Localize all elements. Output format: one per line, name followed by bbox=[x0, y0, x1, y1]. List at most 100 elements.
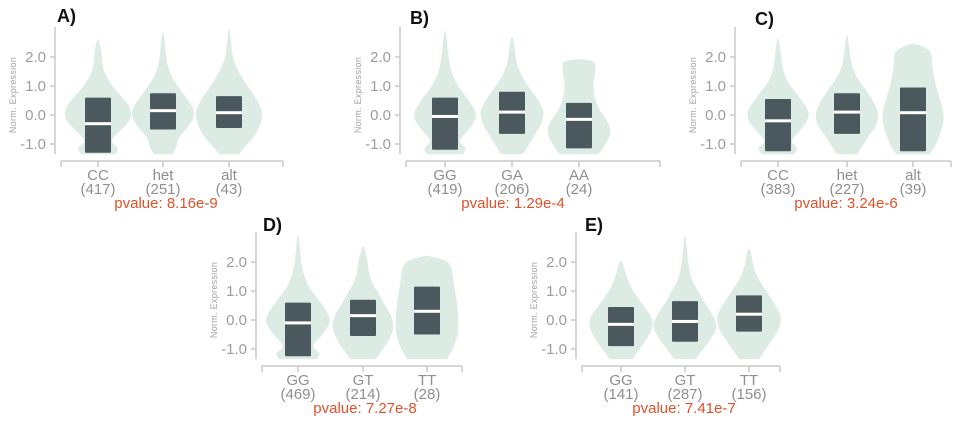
count-label: (39) bbox=[900, 181, 927, 198]
violin-shape bbox=[747, 38, 809, 155]
y-tick-label: 0.0 bbox=[705, 107, 726, 124]
y-tick-label: 0.0 bbox=[370, 107, 391, 124]
y-axis-title: Norm. Expression bbox=[8, 57, 18, 133]
panel-label: B) bbox=[410, 8, 429, 28]
y-tick-label: 0.0 bbox=[226, 312, 247, 329]
y-axis-title: Norm. Expression bbox=[209, 262, 219, 338]
box-plot bbox=[566, 102, 592, 149]
category-label: GG bbox=[286, 372, 309, 389]
y-tick-label: 1.0 bbox=[705, 78, 726, 95]
category-label: het bbox=[837, 167, 859, 184]
count-label: (227) bbox=[829, 181, 864, 198]
median-line bbox=[672, 319, 698, 323]
category-label: TT bbox=[740, 372, 758, 389]
y-tick-label: 2.0 bbox=[226, 254, 247, 271]
category-label: GT bbox=[353, 372, 374, 389]
median-line bbox=[85, 122, 111, 126]
y-tick-label: 1.0 bbox=[370, 78, 391, 95]
y-axis-title: Norm. Expression bbox=[688, 57, 698, 133]
panel-label: A) bbox=[57, 6, 76, 26]
median-line bbox=[566, 117, 592, 121]
y-tick-label: 1.0 bbox=[25, 78, 46, 95]
category-label: het bbox=[153, 167, 175, 184]
category-label: GG bbox=[609, 372, 632, 389]
count-label: (43) bbox=[216, 181, 243, 198]
category-label: AA bbox=[569, 167, 589, 184]
violin-shape bbox=[266, 234, 330, 360]
count-label: (287) bbox=[667, 386, 702, 403]
category-label: alt bbox=[905, 167, 922, 184]
violin-shape bbox=[64, 39, 132, 155]
count-label: (206) bbox=[494, 181, 529, 198]
y-axis-title: Norm. Expression bbox=[353, 57, 363, 133]
median-line bbox=[216, 111, 242, 115]
box-plot bbox=[608, 306, 634, 347]
count-label: (383) bbox=[760, 181, 795, 198]
y-tick-label: 0.0 bbox=[546, 312, 567, 329]
violin-shape bbox=[414, 29, 476, 155]
median-line bbox=[736, 312, 762, 316]
panel-B: B) Norm. Expression 2.0 1.0 0.0 -1.0 GG(419) GA… bbox=[353, 8, 661, 212]
median-line bbox=[834, 110, 860, 114]
pvalue-label: pvalue: 3.24e-6 bbox=[794, 195, 897, 212]
panel-label: D) bbox=[263, 215, 282, 235]
y-tick-label: -1.0 bbox=[541, 341, 567, 358]
count-label: (28) bbox=[414, 386, 441, 403]
y-tick-label: -1.0 bbox=[700, 136, 726, 153]
box-plot bbox=[350, 299, 376, 336]
category-label: GT bbox=[675, 372, 696, 389]
count-label: (419) bbox=[427, 181, 462, 198]
y-tick-label: 2.0 bbox=[370, 49, 391, 66]
category-label: CC bbox=[767, 167, 789, 184]
category-label: TT bbox=[418, 372, 436, 389]
category-label: GA bbox=[501, 167, 523, 184]
y-tick-label: 2.0 bbox=[25, 49, 46, 66]
median-line bbox=[285, 321, 311, 325]
category-label: CC bbox=[87, 167, 109, 184]
median-line bbox=[414, 309, 440, 313]
count-label: (469) bbox=[280, 386, 315, 403]
violin-shape bbox=[653, 235, 717, 360]
pvalue-label: pvalue: 7.41e-7 bbox=[632, 400, 735, 417]
panel-label: C) bbox=[755, 9, 774, 29]
y-tick-label: 0.0 bbox=[25, 107, 46, 124]
panel-C: C) Norm. Expression 2.0 1.0 0.0 -1.0 CC(383) he… bbox=[688, 9, 952, 212]
box-plot bbox=[765, 99, 791, 152]
median-line bbox=[432, 114, 458, 118]
median-line bbox=[350, 314, 376, 318]
count-label: (141) bbox=[603, 386, 638, 403]
count-label: (251) bbox=[145, 181, 180, 198]
count-label: (24) bbox=[566, 181, 593, 198]
category-label: alt bbox=[221, 167, 238, 184]
panel-E: E) Norm. Expression 2.0 1.0 0.0 -1.0 GG(141) GT… bbox=[529, 215, 781, 417]
box-plot bbox=[285, 302, 311, 357]
median-line bbox=[150, 109, 176, 113]
y-tick-label: 1.0 bbox=[226, 283, 247, 300]
box-plot bbox=[432, 97, 458, 150]
y-tick-label: 2.0 bbox=[546, 254, 567, 271]
count-label: (417) bbox=[80, 181, 115, 198]
violin-shape bbox=[195, 28, 263, 155]
median-line bbox=[765, 119, 791, 123]
box-plot bbox=[900, 87, 926, 152]
median-line bbox=[608, 322, 634, 326]
y-tick-label: 2.0 bbox=[705, 49, 726, 66]
y-tick-label: -1.0 bbox=[221, 341, 247, 358]
panel-D: D) Norm. Expression 2.0 1.0 0.0 -1.0 GG(469) GT… bbox=[209, 215, 463, 417]
count-label: (156) bbox=[731, 386, 766, 403]
panel-label: E) bbox=[585, 215, 603, 235]
y-tick-label: -1.0 bbox=[20, 136, 46, 153]
panel-A: A) Norm. Expression 2.0 1.0 0.0 -1.0 CC(417) he… bbox=[8, 6, 284, 212]
pvalue-label: pvalue: 1.29e-4 bbox=[461, 195, 564, 212]
median-line bbox=[499, 110, 525, 114]
y-tick-label: 1.0 bbox=[546, 283, 567, 300]
y-axis-title: Norm. Expression bbox=[529, 262, 539, 338]
category-label: GG bbox=[433, 167, 456, 184]
count-label: (214) bbox=[345, 386, 380, 403]
pvalue-label: pvalue: 8.16e-9 bbox=[114, 195, 217, 212]
violin-shape bbox=[132, 32, 194, 155]
y-tick-label: -1.0 bbox=[365, 136, 391, 153]
pvalue-label: pvalue: 7.27e-8 bbox=[313, 400, 416, 417]
